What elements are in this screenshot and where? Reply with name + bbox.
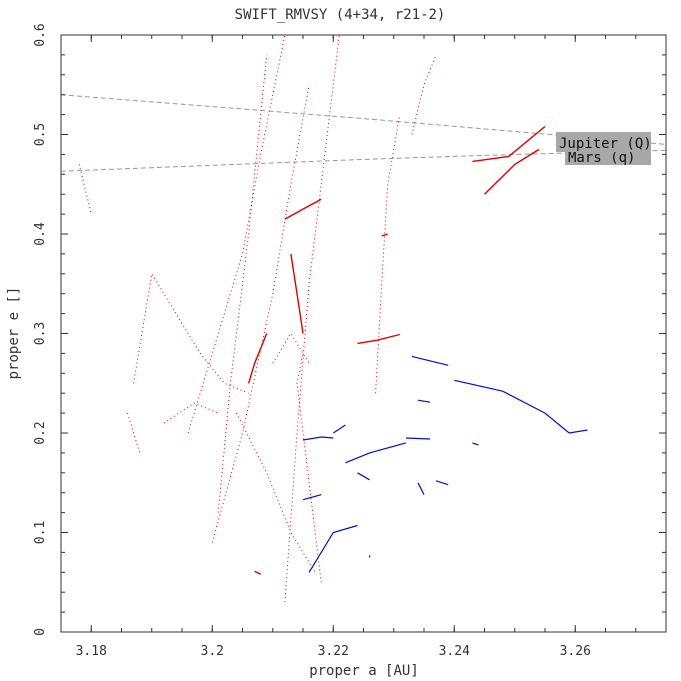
blue-series-track xyxy=(405,437,431,440)
red-series-track xyxy=(187,34,286,434)
red-series-track xyxy=(211,84,310,543)
red-series-track xyxy=(236,412,316,573)
red-series-track xyxy=(411,54,437,135)
blue-series-track xyxy=(302,494,322,501)
blue-series-track xyxy=(417,482,425,495)
red-series-cluster xyxy=(472,125,546,163)
axis-ticks xyxy=(60,34,667,633)
red-series-track xyxy=(163,402,219,424)
annotation-jupiter-label: Jupiter (Q) xyxy=(559,136,652,152)
red-series-cluster xyxy=(247,333,268,384)
blue-series-track xyxy=(302,436,334,441)
red-series-cluster xyxy=(290,253,304,334)
blue-series-track xyxy=(345,442,407,464)
blue-series-track xyxy=(332,424,346,434)
red-series-cluster xyxy=(284,198,322,220)
chart-title: SWIFT_RMVSY (4+34, r21-2) xyxy=(235,7,446,23)
y-tick-label: 0 xyxy=(33,628,48,636)
x-tick-label: 3.18 xyxy=(76,644,107,659)
plot-frame xyxy=(60,34,667,633)
red-series-track xyxy=(284,34,340,603)
blue-series xyxy=(302,355,588,573)
x-axis-label: proper a [AU] xyxy=(309,663,419,679)
y-axis-label: proper e [] xyxy=(6,287,22,380)
red-series-cluster xyxy=(357,333,400,345)
red-series-track xyxy=(217,54,268,513)
x-tick-label: 3.22 xyxy=(318,644,349,659)
x-tick-label: 3.24 xyxy=(439,644,470,659)
tick-labels: 3.18 3.2 3.22 3.24 3.26 0 0.1 0.2 0.3 0.4 0.5 0.6 xyxy=(33,23,591,659)
annotation-jupiter-box xyxy=(556,132,651,152)
red-series-track xyxy=(127,412,141,454)
red-series-track xyxy=(78,164,92,215)
red-series-track xyxy=(296,353,322,583)
blue-series-track xyxy=(454,379,588,434)
y-tick-label: 0.1 xyxy=(33,521,48,544)
red-series-track xyxy=(272,332,310,364)
x-tick-label: 3.26 xyxy=(560,644,591,659)
blue-series-track xyxy=(435,480,449,486)
annotation-jupiter: Jupiter (Q) xyxy=(556,132,652,152)
annotation-mars-label: Mars (q) xyxy=(568,150,635,166)
blue-series-track xyxy=(357,472,370,481)
y-tick-label: 0.6 xyxy=(33,23,48,46)
y-tick-label: 0.5 xyxy=(33,123,48,146)
x-tick-label: 3.2 xyxy=(201,644,224,659)
y-tick-label: 0.2 xyxy=(33,421,48,444)
blue-series-track xyxy=(417,399,431,403)
y-tick-label: 0.4 xyxy=(33,222,48,246)
y-tick-label: 0.3 xyxy=(33,322,48,345)
red-series-track xyxy=(375,114,401,394)
red-series-cluster xyxy=(254,570,262,575)
red-series-cluster xyxy=(381,233,388,237)
blue-series-track xyxy=(308,524,358,573)
red-series xyxy=(78,34,546,603)
blue-series-track xyxy=(472,442,479,446)
red-series-cluster xyxy=(484,148,540,195)
red-series-track xyxy=(133,272,249,394)
blue-series-track xyxy=(411,355,449,366)
